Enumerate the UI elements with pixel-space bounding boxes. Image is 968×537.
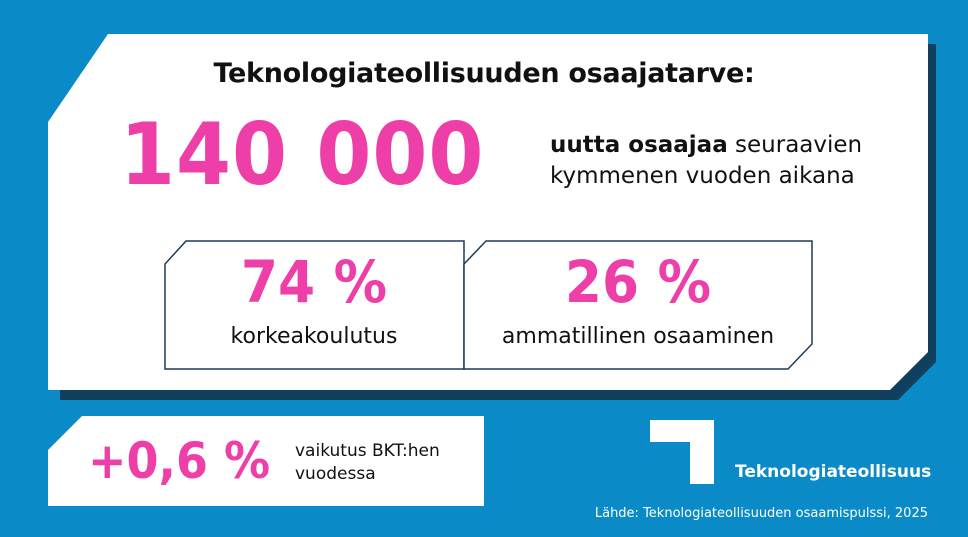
stat-percent-higher-education: 74 % (240, 248, 388, 316)
gdp-card (48, 416, 484, 506)
big-number-desc-bold: uutta osaajaa (550, 132, 728, 158)
stat-label-higher-education: korkeakoulutus (230, 324, 398, 349)
big-number: 140 000 (120, 105, 485, 205)
big-number-desc-rest: seuraavien (735, 132, 863, 158)
stat-percent-vocational: 26 % (564, 248, 712, 316)
gdp-desc-line2: vuodessa (295, 463, 376, 484)
corner-bracket-logo-icon (650, 420, 714, 484)
brand-name: Teknologiateollisuus (735, 462, 932, 482)
gdp-desc-line1: vaikutus BKT:hen (295, 441, 440, 461)
stat-label-vocational: ammatillinen osaaminen (501, 324, 775, 349)
gdp-description: vaikutus BKT:hen vuodessa (295, 440, 475, 486)
gdp-percent: +0,6 % (88, 432, 271, 490)
page-title: Teknologiateollisuuden osaajatarve: (213, 58, 755, 89)
big-number-desc-line2: kymmenen vuoden aikana (550, 163, 855, 190)
source-note: Lähde: Teknologiateollisuuden osaamispul… (594, 506, 928, 521)
big-number-description: uutta osaajaa seuraavien kymmenen vuoden… (550, 130, 910, 192)
